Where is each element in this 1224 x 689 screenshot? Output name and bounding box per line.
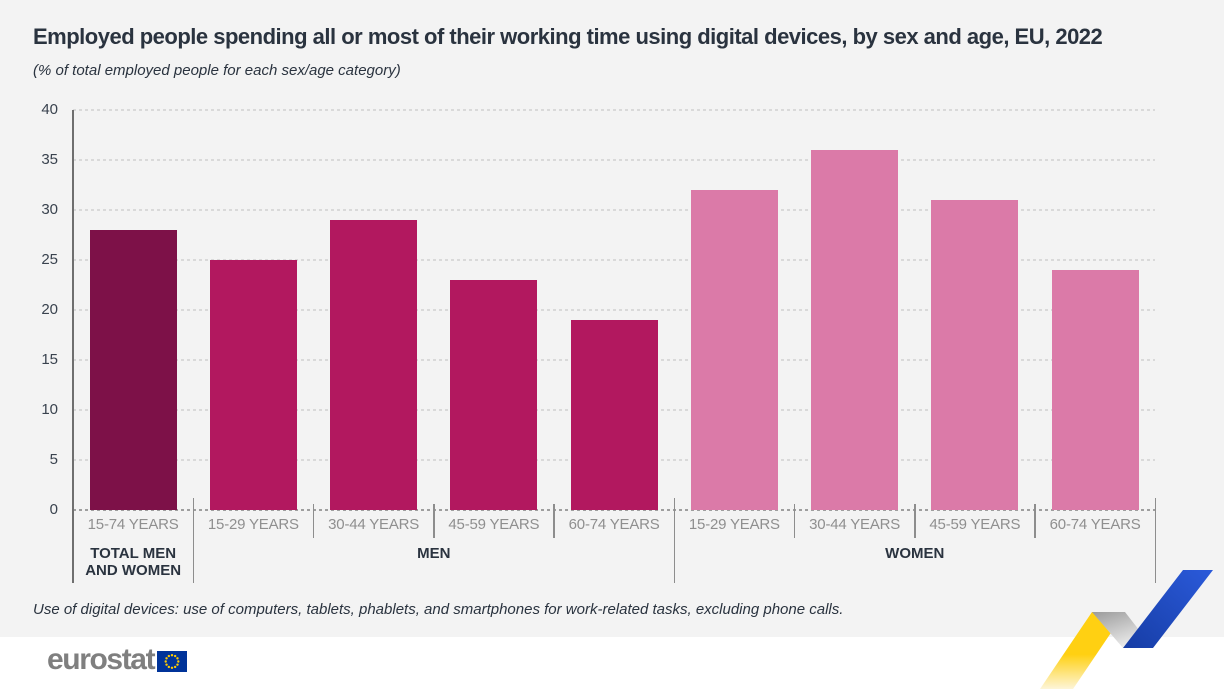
gridline [73,259,1156,261]
eu-flag-stars [164,653,180,669]
bar-women-45-59-years [931,200,1019,510]
bar-men-45-59-years [450,280,538,510]
bar-men-15-29-years [209,260,297,510]
group-label: WOMEN [885,545,945,562]
group-separator [673,498,675,583]
bar-men-30-44-years [330,220,418,510]
y-axis-tick-label: 20 [41,301,58,318]
gridline [73,309,1156,311]
group-label: MEN [417,545,451,562]
page-subtitle: (% of total employed people for each sex… [33,62,401,79]
category-label: 60-74 YEARS [568,516,660,533]
y-axis-tick-label: 5 [49,451,58,468]
ribbon-decoration [1040,570,1213,689]
bar-women-15-29-years [690,190,778,510]
category-tick [1034,504,1036,538]
y-axis-tick-label: 10 [41,401,58,418]
category-tick [553,504,555,538]
gridline [73,209,1156,211]
ribbon-blue-band [1123,570,1213,648]
y-axis-tick-label: 40 [41,101,58,118]
bar-women-60-74-years [1051,270,1139,510]
footer-strip [0,637,1224,689]
category-tick [793,504,796,538]
y-axis-tick-label: 0 [49,501,58,518]
category-label: 45-59 YEARS [929,516,1021,533]
group-label: TOTAL MEN AND WOMEN [85,545,182,579]
bar-women-30-44-years [811,150,899,510]
y-axis-tick-label: 25 [41,251,58,268]
category-label: 15-74 YEARS [87,516,179,533]
ribbon-yellow-band [1040,612,1125,689]
y-axis-tick-label: 15 [41,351,58,368]
group-separator [192,498,194,583]
eurostat-wordmark: eurostat [47,643,156,676]
bar-men-60-74-years [570,320,658,510]
eurostat-logo: eurostat [47,643,188,677]
category-label: 30-44 YEARS [809,516,901,533]
gridline [73,159,1156,161]
category-tick [312,504,315,538]
bar-total-men-and-women-15-74-years [89,230,177,510]
gridline [73,109,1156,111]
category-label: 45-59 YEARS [448,516,540,533]
category-tick [433,504,435,538]
eu-flag-icon [157,650,188,672]
category-label: 30-44 YEARS [328,516,420,533]
group-separator [1154,498,1156,583]
category-label: 15-29 YEARS [207,516,299,533]
y-axis-tick-label: 30 [41,201,58,218]
y-axis-line [72,110,74,583]
category-tick [914,504,916,538]
footnote: Use of digital devices: use of computers… [33,601,844,618]
category-label: 15-29 YEARS [688,516,780,533]
page-title: Employed people spending all or most of … [33,24,1103,49]
category-label: 60-74 YEARS [1049,516,1141,533]
y-axis-tick-label: 35 [41,151,58,168]
x-axis-baseline [73,509,1156,511]
